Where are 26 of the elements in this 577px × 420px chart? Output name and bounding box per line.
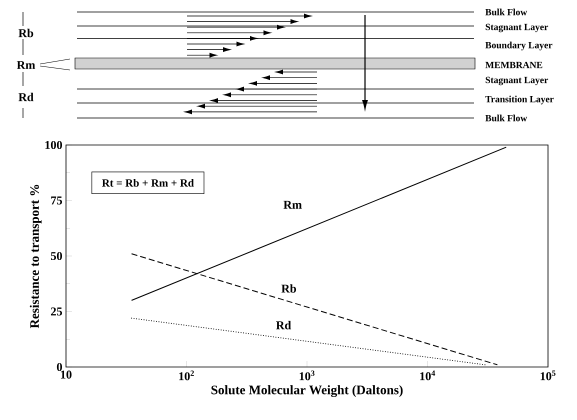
y-tick-label: 50 xyxy=(50,252,62,260)
text: Transition Layer xyxy=(485,96,554,104)
y-tick-label: 25 xyxy=(50,307,62,316)
text: Bulk Flow xyxy=(485,114,528,122)
text: Bulk Flow xyxy=(485,8,528,16)
x-tick-label: 10$^{2}$ xyxy=(179,370,194,380)
x-tick-label: 10$^{3}$ xyxy=(300,370,314,380)
y-axis-title: Resistance to transport % xyxy=(30,184,42,328)
text: Rd xyxy=(18,92,34,102)
x-axis-title: Solute Molecular Weight (Daltons) xyxy=(211,385,403,398)
series-label: Rb xyxy=(281,284,296,293)
y-tick-label: 75 xyxy=(51,196,62,204)
y-tick-label: 100 xyxy=(45,140,62,150)
x-tick-label: 10$^{5}$ xyxy=(540,370,556,380)
series-label: Rm xyxy=(284,200,302,209)
text: Rb xyxy=(18,28,34,38)
text: Stagnant Layer xyxy=(486,76,548,86)
text: MEMBRANE xyxy=(485,62,542,68)
text: Boundary Layer xyxy=(485,42,552,50)
series-label: Rd xyxy=(276,320,292,330)
annotation: Rt = Rb + Rm + Rd xyxy=(102,178,194,187)
text: Rm xyxy=(16,61,36,69)
text: Stagnant Layer xyxy=(486,24,548,32)
x-tick-label: 10 xyxy=(60,370,72,379)
x-tick-label: 10$^{4}$ xyxy=(420,370,436,380)
y-tick-label: 0 xyxy=(56,362,62,372)
